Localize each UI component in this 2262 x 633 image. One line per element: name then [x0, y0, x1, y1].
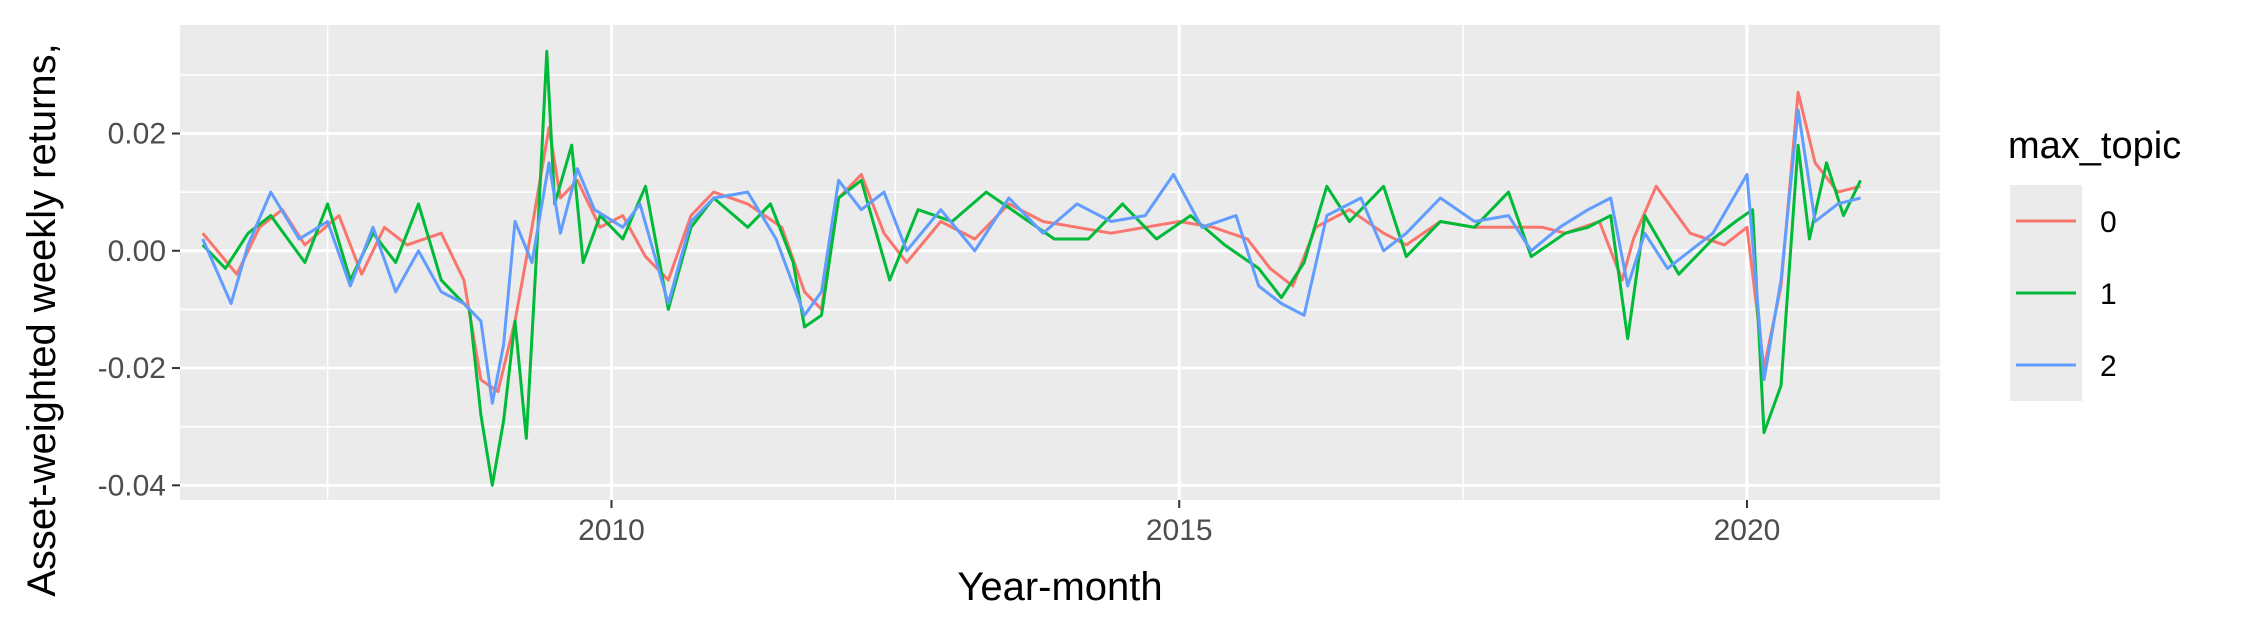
x-tick-label: 2015 — [1146, 514, 1213, 547]
major-grid — [180, 25, 1940, 500]
x-axis: 2010 2015 2020 — [578, 500, 1780, 547]
x-tick-label: 2020 — [1714, 514, 1781, 547]
legend-title: max_topic — [2008, 125, 2181, 167]
y-tick-label: -0.04 — [98, 469, 166, 502]
legend: max_topic 0 1 2 — [2008, 125, 2181, 401]
x-tick-label: 2010 — [578, 514, 645, 547]
series-line-2 — [201, 108, 1861, 405]
legend-label-2: 2 — [2100, 350, 2117, 383]
y-tick-label: 0.02 — [108, 117, 166, 150]
y-axis: -0.04 -0.02 0.00 0.02 — [98, 117, 180, 502]
y-tick-label: -0.02 — [98, 352, 166, 385]
legend-label-0: 0 — [2100, 206, 2117, 239]
x-axis-title: Year-month — [957, 565, 1162, 609]
series-layer — [201, 49, 1862, 487]
series-line-1 — [201, 49, 1862, 487]
legend-label-1: 1 — [2100, 278, 2117, 311]
y-tick-label: 0.00 — [108, 235, 166, 268]
plot-panel — [180, 25, 1940, 500]
y-axis-title: Asset-weighted weekly returns, — [20, 43, 64, 597]
legend-items: 0 1 2 — [2016, 206, 2117, 383]
